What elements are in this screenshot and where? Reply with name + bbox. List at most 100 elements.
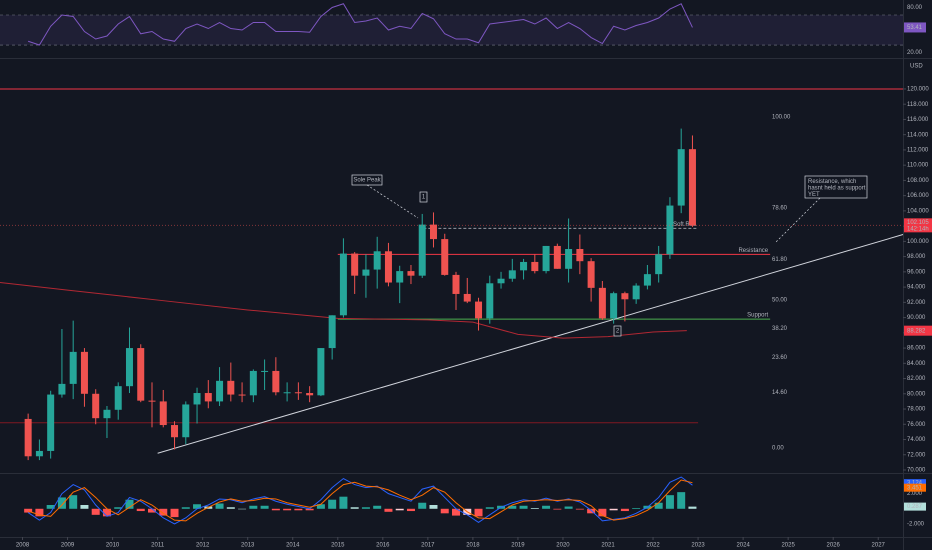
candle-body — [452, 274, 460, 294]
candle-body — [565, 248, 573, 269]
y-tick-label: 104.000 — [907, 208, 929, 214]
macd-histogram-bar — [564, 506, 573, 509]
fib-label: 100.00 — [772, 115, 791, 121]
macd-tag — [904, 483, 926, 492]
y-tick-label: 94.000 — [907, 285, 926, 291]
candle-body — [362, 269, 370, 276]
candle-body — [520, 261, 528, 271]
y-tick-label: 96.000 — [907, 269, 926, 275]
x-tick-label: 2026 — [827, 543, 841, 549]
annotation-text: 1 — [422, 195, 426, 201]
candle-body — [643, 274, 651, 286]
macd-histogram-bar — [271, 508, 280, 511]
trendline — [157, 234, 904, 454]
macd-histogram-bar — [384, 508, 393, 512]
macd-histogram-bar — [57, 497, 66, 509]
macd-histogram-bar — [136, 508, 145, 512]
y-tick-label: 120.000 — [907, 87, 929, 93]
candle-body — [238, 394, 246, 396]
macd-histogram-bar — [654, 502, 663, 509]
y-tick-label: 70.000 — [907, 468, 926, 474]
annotation-text: Sole Peak — [353, 178, 381, 184]
macd-histogram-bar — [148, 508, 157, 513]
macd-histogram-bar — [69, 495, 78, 509]
candle-body — [92, 393, 100, 419]
y-tick-label: 116.000 — [907, 117, 929, 123]
candle-body — [24, 418, 32, 457]
x-tick-label: 2016 — [376, 543, 390, 549]
candle-body — [418, 224, 426, 276]
y-tick-label: 82.000 — [907, 376, 926, 382]
macd-histogram-bar — [159, 508, 168, 516]
candle-body — [407, 271, 415, 276]
macd-histogram-bar — [226, 507, 235, 509]
macd-histogram-bar — [485, 507, 494, 509]
y-tick-label: 114.000 — [907, 132, 929, 138]
candle-body — [598, 287, 606, 319]
candle-body — [373, 251, 381, 270]
candle-body — [497, 278, 505, 284]
candle-body — [553, 245, 561, 269]
macd-histogram-bar — [249, 505, 258, 509]
rsi-tick-label: 20.00 — [907, 50, 923, 56]
macd-histogram-bar — [677, 492, 686, 509]
x-tick-label: 2017 — [421, 543, 435, 549]
candle-body — [283, 392, 291, 394]
x-tick-label: 2011 — [151, 543, 165, 549]
annotation-box — [419, 191, 428, 203]
macd-histogram-bar — [575, 508, 584, 510]
macd-tick-label: 2.000 — [907, 491, 923, 497]
macd-histogram-bar — [632, 508, 641, 509]
y-tick-label: 80.000 — [907, 391, 926, 397]
macd-histogram-bar — [609, 508, 618, 511]
candle-body — [339, 253, 347, 316]
macd-histogram-bar — [114, 507, 123, 509]
fib-label: 14.60 — [772, 390, 788, 396]
candle-body — [610, 293, 618, 319]
macd-tag — [904, 502, 926, 511]
candle-body — [429, 224, 437, 240]
macd-histogram-bar — [418, 502, 427, 509]
x-tick-label: 2027 — [872, 543, 886, 549]
candle-body — [35, 450, 43, 457]
macd-histogram-bar — [170, 508, 179, 518]
macd-histogram-bar — [328, 499, 337, 509]
y-tick-label: 112.000 — [907, 148, 929, 154]
candle-body — [655, 254, 663, 275]
candle-body — [114, 386, 122, 410]
macd-histogram-bar — [339, 496, 348, 509]
macd-histogram-bar — [508, 505, 517, 509]
y-tick-label: 74.000 — [907, 437, 926, 443]
rsi-line — [27, 3, 693, 46]
rsi-tag-label: 53.41 — [907, 25, 923, 31]
y-tick-label: 110.000 — [907, 163, 929, 169]
annotation-text: 2 — [616, 329, 620, 335]
level-label: Resistance — [738, 248, 768, 254]
x-tick-label: 2009 — [61, 543, 75, 549]
candle-body — [103, 409, 111, 419]
macd-histogram-bar — [125, 499, 134, 509]
macd-histogram-bar — [181, 507, 190, 509]
macd-histogram-bar — [587, 508, 596, 514]
annotation-text: Resistance, which hasnt held as support YE… — [808, 179, 866, 198]
y-tick-label: 90.000 — [907, 315, 926, 321]
candle-body — [171, 425, 179, 438]
macd-histogram-bar — [260, 505, 269, 509]
signal-line — [27, 479, 693, 522]
macd-histogram-bar — [294, 508, 303, 511]
x-tick-label: 2021 — [601, 543, 615, 549]
macd-histogram-bar — [283, 508, 292, 511]
macd-histogram-bar — [530, 508, 539, 509]
macd-histogram-bar — [620, 508, 629, 512]
candle-body — [396, 271, 404, 283]
candle-body — [463, 293, 471, 302]
macd-tick-label: -2.000 — [907, 521, 925, 527]
candle-body — [216, 380, 224, 402]
y-tick-label: 86.000 — [907, 346, 926, 352]
moving-average — [0, 282, 687, 339]
candle-body — [58, 383, 66, 395]
macd-histogram-bar — [452, 508, 461, 516]
x-tick-label: 2020 — [556, 543, 570, 549]
price-tag — [904, 218, 932, 233]
candle-body — [125, 348, 133, 387]
